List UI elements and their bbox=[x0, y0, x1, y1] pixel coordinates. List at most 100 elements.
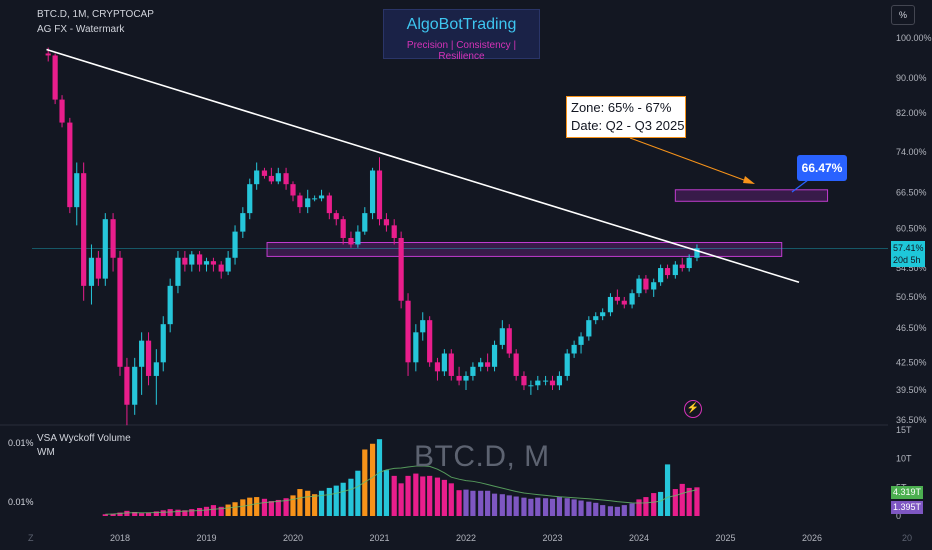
candle-11 bbox=[124, 357, 130, 426]
candle-83 bbox=[643, 275, 649, 294]
candle-body bbox=[448, 353, 454, 376]
volume-bar-60 bbox=[535, 497, 541, 516]
zone-annotation: Zone: 65% - 67% Date: Q2 - Q3 2025 bbox=[566, 96, 686, 138]
candle-body bbox=[167, 285, 173, 325]
candle-82 bbox=[636, 275, 642, 297]
candle-body bbox=[463, 375, 469, 381]
candle-35 bbox=[297, 192, 303, 214]
volume-bar-56 bbox=[506, 495, 512, 516]
candle-24 bbox=[218, 261, 224, 279]
candle-40 bbox=[333, 210, 339, 226]
candle-body bbox=[485, 362, 491, 367]
volume-bar-70 bbox=[607, 506, 614, 516]
volume-bar-4 bbox=[132, 511, 138, 516]
volume-bar-71 bbox=[614, 506, 620, 516]
volume-bar-33 bbox=[340, 482, 346, 516]
candle-2 bbox=[59, 95, 65, 128]
volume-bar-52 bbox=[478, 490, 484, 516]
volume-bar-77 bbox=[658, 491, 664, 516]
volume-left-label-top: 0.01% bbox=[8, 438, 34, 448]
candle-63 bbox=[499, 320, 505, 350]
volume-bar-23 bbox=[268, 501, 274, 516]
candle-body bbox=[297, 195, 303, 208]
candle-body bbox=[218, 264, 224, 272]
volume-bar-48 bbox=[448, 483, 454, 516]
candle-body bbox=[247, 184, 253, 214]
volume-bar-21 bbox=[254, 497, 260, 516]
candle-body bbox=[383, 219, 390, 226]
candle-body bbox=[240, 213, 246, 232]
candle-72 bbox=[564, 349, 570, 381]
volume-bar-12 bbox=[189, 509, 195, 516]
volume-bar-78 bbox=[664, 464, 671, 516]
candle-73 bbox=[571, 340, 577, 358]
volume-tick-label: 10T bbox=[896, 454, 912, 464]
time-tick-label: 2022 bbox=[456, 533, 476, 543]
candle-body bbox=[312, 198, 318, 200]
candle-5 bbox=[81, 162, 87, 301]
candle-body bbox=[139, 340, 145, 367]
candle-17 bbox=[167, 278, 173, 333]
brand-box: AlgoBotTrading Precision | Consistency |… bbox=[383, 9, 540, 62]
candle-body bbox=[413, 332, 419, 363]
time-axis-corner-label: 20 bbox=[902, 533, 913, 543]
candle-84 bbox=[651, 278, 657, 297]
candle-body bbox=[333, 213, 339, 220]
zone-pointer-line bbox=[629, 137, 753, 184]
candle-3 bbox=[67, 117, 73, 214]
volume-bar-3 bbox=[124, 510, 130, 516]
candle-body bbox=[175, 257, 181, 286]
price-tick-label: 100.00% bbox=[896, 33, 932, 43]
volume-bar-62 bbox=[549, 498, 556, 516]
candle-76 bbox=[593, 312, 599, 325]
lines-layer bbox=[46, 48, 809, 283]
candle-23 bbox=[210, 257, 217, 272]
candle-body bbox=[355, 231, 361, 245]
volume-bar-16 bbox=[218, 506, 224, 516]
candle-body bbox=[290, 184, 296, 196]
candle-body bbox=[261, 170, 268, 176]
volume-bar-53 bbox=[485, 490, 491, 516]
candle-54 bbox=[434, 357, 441, 381]
price-tick-label: 46.50% bbox=[896, 323, 927, 333]
candle-body bbox=[254, 170, 260, 185]
zone-range-text: Zone: 65% - 67% bbox=[571, 100, 672, 115]
zone-date-text: Date: Q2 - Q3 2025 bbox=[571, 118, 685, 133]
candle-body bbox=[362, 213, 368, 232]
candle-10 bbox=[117, 251, 123, 376]
volume-bar-46 bbox=[434, 477, 441, 516]
volume-bar-74 bbox=[636, 499, 642, 516]
volume-bar-65 bbox=[571, 499, 577, 516]
candle-37 bbox=[312, 195, 318, 202]
timezone-corner[interactable]: Z bbox=[28, 533, 34, 543]
candle-body bbox=[456, 375, 462, 381]
volume-bar-66 bbox=[578, 500, 584, 516]
percent-scale-button[interactable]: % bbox=[891, 5, 915, 25]
candle-body bbox=[59, 99, 65, 123]
candle-body bbox=[535, 380, 541, 386]
candle-67 bbox=[528, 380, 534, 395]
candle-body bbox=[643, 278, 649, 290]
target-price-badge: 66.47% bbox=[797, 155, 847, 181]
candle-78 bbox=[607, 293, 614, 317]
candle-77 bbox=[600, 308, 606, 321]
candle-15 bbox=[153, 349, 159, 405]
volume-bar-55 bbox=[499, 494, 505, 516]
candle-body bbox=[376, 170, 383, 220]
volume-bar-67 bbox=[586, 501, 592, 516]
volume-bar-72 bbox=[621, 505, 627, 516]
lightning-icon[interactable]: ⚡ bbox=[684, 400, 702, 418]
volume-bar-50 bbox=[463, 489, 469, 516]
candle-body bbox=[225, 257, 231, 272]
candle-4 bbox=[74, 162, 80, 226]
candle-42 bbox=[348, 231, 354, 248]
zones-layer bbox=[266, 189, 829, 257]
candle-body bbox=[564, 353, 570, 376]
candle-body bbox=[679, 264, 685, 269]
candle-body bbox=[506, 328, 512, 354]
candle-body bbox=[491, 344, 498, 367]
time-tick-label: 2018 bbox=[110, 533, 130, 543]
candle-46 bbox=[376, 157, 383, 226]
candle-body bbox=[621, 300, 627, 305]
candle-body bbox=[189, 254, 195, 265]
